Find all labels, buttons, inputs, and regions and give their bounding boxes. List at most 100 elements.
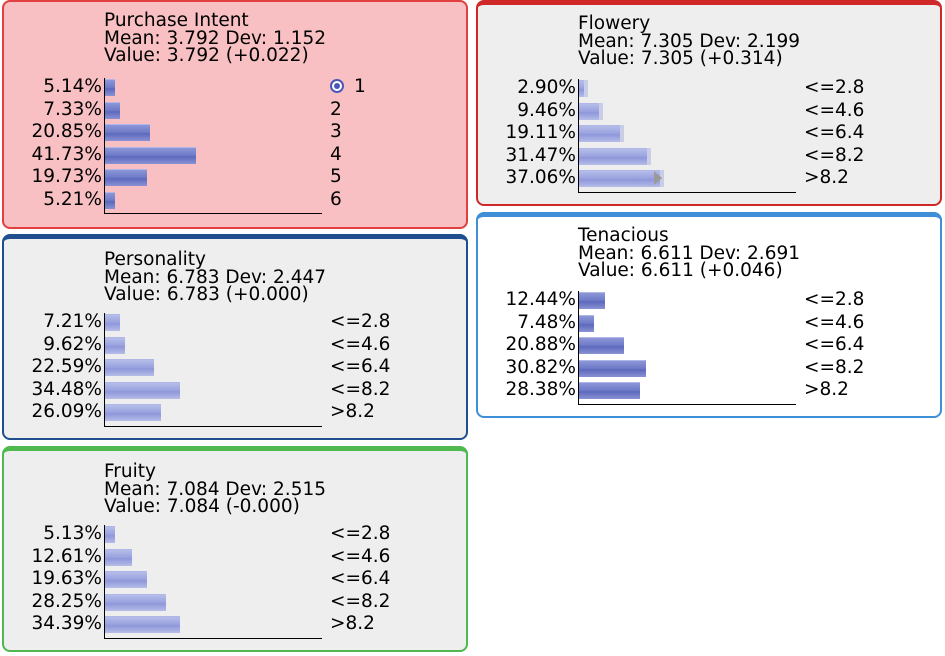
state-percent: 9.62%	[43, 333, 102, 355]
state-percent: 20.88%	[505, 334, 576, 355]
node-header: Flowery Mean: 7.305 Dev: 2.199 Value: 7.…	[578, 15, 800, 68]
state-row[interactable]: 19.11% <=6.4	[478, 122, 940, 145]
state-label: <=2.8	[804, 77, 865, 98]
state-row[interactable]: 34.39% >8.2	[4, 613, 466, 636]
state-label: >8.2	[330, 401, 375, 422]
bar-axis-vertical	[104, 313, 105, 426]
belief-bar	[578, 147, 648, 165]
state-percent: 22.59%	[31, 356, 102, 377]
state-label: <=8.2	[330, 590, 391, 612]
state-row[interactable]: 37.06% >8.2	[478, 167, 940, 190]
bar-axis-vertical	[578, 79, 579, 192]
state-percent: 28.38%	[505, 379, 576, 400]
state-row[interactable]: 19.73% 5	[4, 166, 466, 189]
state-row[interactable]: 30.82% <=8.2	[478, 357, 940, 380]
node-flowery[interactable]: Flowery Mean: 7.305 Dev: 2.199 Value: 7.…	[476, 0, 942, 206]
belief-bar	[578, 102, 599, 120]
state-percent: 5.13%	[43, 523, 102, 544]
state-row[interactable]: 7.48% <=4.6	[478, 312, 940, 335]
state-row[interactable]: 31.47% <=8.2	[478, 145, 940, 168]
state-label: <=8.2	[330, 378, 391, 400]
state-row[interactable]: 20.85% 3	[4, 121, 466, 144]
state-label: >8.2	[804, 167, 849, 188]
state-label: <=4.6	[330, 545, 391, 567]
state-row[interactable]: 26.09% >8.2	[4, 401, 466, 424]
belief-bar	[578, 382, 641, 399]
belief-bar	[578, 337, 624, 354]
state-percent: 12.61%	[31, 545, 102, 567]
state-row[interactable]: 5.14% 1	[4, 76, 466, 99]
state-label: >8.2	[804, 379, 849, 400]
node-value: Value: 7.084 (-0.000)	[104, 496, 300, 517]
state-row[interactable]: 12.61% <=4.6	[4, 546, 466, 569]
node-header: Personality Mean: 6.783 Dev: 2.447 Value…	[104, 251, 326, 304]
state-row[interactable]: 5.21% 6	[4, 189, 466, 212]
node-title: Purchase Intent	[104, 10, 249, 31]
bullseye-target-icon[interactable]	[330, 79, 344, 93]
belief-bar	[104, 593, 167, 611]
belief-bar	[104, 79, 116, 96]
state-percent: 31.47%	[505, 144, 576, 166]
state-row[interactable]: 7.33% 2	[4, 99, 466, 122]
state-label: 6	[330, 188, 342, 210]
state-label: <=4.6	[330, 333, 391, 355]
node-purchase-intent[interactable]: Purchase Intent Mean: 3.792 Dev: 1.152 V…	[2, 0, 468, 229]
state-row[interactable]: 22.59% <=6.4	[4, 356, 466, 379]
state-percent: 7.33%	[43, 98, 102, 120]
state-row[interactable]: 7.21% <=2.8	[4, 311, 466, 334]
node-tenacious[interactable]: Tenacious Mean: 6.611 Dev: 2.691 Value: …	[476, 212, 942, 418]
belief-bar	[578, 292, 606, 309]
node-personality[interactable]: Personality Mean: 6.783 Dev: 2.447 Value…	[2, 234, 468, 440]
state-row[interactable]: 2.90% <=2.8	[478, 77, 940, 100]
state-percent: 12.44%	[505, 289, 576, 310]
belief-bar	[104, 381, 180, 399]
state-percent: 30.82%	[505, 356, 576, 378]
bar-axis-vertical	[578, 291, 579, 404]
state-label: <=2.8	[804, 289, 865, 310]
state-label: <=6.4	[804, 334, 865, 355]
state-percent: 9.46%	[517, 99, 576, 121]
belief-bar	[578, 125, 621, 142]
bar-axis-baseline	[104, 637, 322, 639]
belief-bar	[104, 101, 121, 119]
state-row[interactable]: 41.73% 4	[4, 144, 466, 167]
node-title: Personality	[104, 249, 206, 270]
state-percent: 41.73%	[31, 143, 102, 165]
state-label: <=6.4	[330, 568, 391, 589]
belief-bar	[104, 526, 116, 543]
state-label: <=4.6	[804, 99, 865, 121]
state-label: 3	[330, 121, 342, 142]
belief-bar	[104, 404, 162, 421]
state-label: <=2.8	[330, 311, 391, 332]
state-label: <=6.4	[804, 122, 865, 143]
state-percent: 34.48%	[31, 378, 102, 400]
belief-bar	[578, 80, 585, 97]
state-label: 4	[330, 143, 342, 165]
state-row[interactable]: 9.62% <=4.6	[4, 334, 466, 357]
bar-axis-baseline	[578, 191, 796, 193]
belief-bar	[104, 169, 148, 186]
state-row[interactable]: 28.25% <=8.2	[4, 591, 466, 614]
state-row[interactable]: 28.38% >8.2	[478, 379, 940, 402]
state-percent: 2.90%	[517, 77, 576, 98]
state-row[interactable]: 19.63% <=6.4	[4, 568, 466, 591]
state-row[interactable]: 9.46% <=4.6	[478, 100, 940, 123]
node-fruity[interactable]: Fruity Mean: 7.084 Dev: 2.515 Value: 7.0…	[2, 446, 468, 652]
state-percent: 19.63%	[31, 568, 102, 589]
node-title: Fruity	[104, 461, 156, 482]
bar-axis-baseline	[104, 425, 322, 427]
state-row[interactable]: 20.88% <=6.4	[478, 334, 940, 357]
state-row[interactable]: 5.13% <=2.8	[4, 523, 466, 546]
bar-axis-vertical	[104, 525, 105, 638]
state-row[interactable]: 12.44% <=2.8	[478, 289, 940, 312]
node-value: Value: 7.305 (+0.314)	[578, 48, 783, 69]
state-label: 5	[330, 166, 342, 187]
state-percent: 26.09%	[31, 401, 102, 422]
belief-bar	[104, 146, 196, 164]
node-value: Value: 6.783 (+0.000)	[104, 284, 309, 305]
node-stats: Mean: 6.611 Dev: 2.691	[578, 242, 800, 264]
state-percent: 5.21%	[43, 188, 102, 210]
state-row[interactable]: 34.48% <=8.2	[4, 379, 466, 402]
belief-bar	[104, 359, 154, 376]
state-percent: 5.14%	[43, 76, 102, 97]
